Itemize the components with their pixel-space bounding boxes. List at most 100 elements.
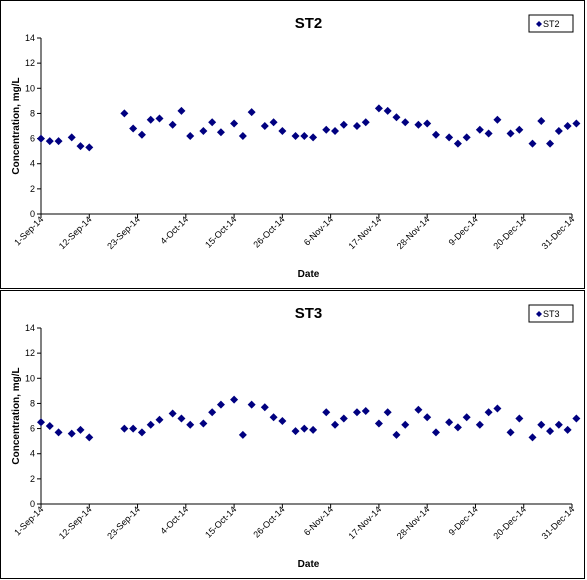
data-point: [515, 125, 524, 134]
data-point: [120, 424, 129, 433]
y-tick-label: 14: [25, 33, 35, 43]
y-tick-label: 8: [30, 398, 35, 408]
data-point: [462, 133, 471, 142]
x-tick-label: 31-Dec-14: [540, 214, 577, 251]
data-point: [146, 420, 155, 429]
legend-label: ST2: [543, 19, 560, 29]
data-point: [85, 143, 94, 152]
x-tick-label: 4-Oct-14: [158, 214, 190, 246]
data-point: [554, 420, 563, 429]
data-point: [352, 408, 361, 417]
data-point: [278, 417, 287, 426]
data-point: [208, 118, 217, 127]
data-point: [37, 418, 45, 427]
data-point: [45, 422, 54, 431]
data-point: [269, 413, 278, 422]
data-point: [177, 106, 186, 115]
y-tick-label: 10: [25, 373, 35, 383]
data-point: [484, 129, 493, 138]
data-point: [414, 120, 423, 129]
data-point: [120, 109, 129, 118]
chart-title: ST2: [295, 15, 323, 32]
x-tick-label: 9-Dec-14: [447, 504, 480, 537]
data-point: [528, 139, 537, 148]
data-point: [475, 420, 484, 429]
legend: ST2: [528, 14, 574, 33]
x-axis-title: Date: [298, 269, 320, 280]
data-point: [493, 404, 502, 413]
series-st3: [37, 395, 581, 442]
y-tick-label: 6: [30, 424, 35, 434]
chart-panel-st3: ST3 0 2 4 6 8 10 12 14 1-Sep-14 12-Sep-14 23-Sep-14…: [0, 290, 585, 579]
data-point: [445, 418, 454, 427]
data-point: [168, 120, 177, 129]
data-point: [462, 413, 471, 422]
data-point: [155, 114, 164, 123]
data-point: [67, 429, 76, 438]
data-point: [374, 419, 383, 428]
data-point: [260, 403, 269, 412]
data-point: [475, 125, 484, 134]
data-point: [76, 142, 85, 151]
data-point: [392, 430, 401, 439]
data-point: [54, 137, 63, 146]
y-tick-label: 4: [30, 449, 35, 459]
data-point: [339, 120, 348, 129]
x-tick-label: 20-Dec-14: [491, 214, 528, 251]
data-point: [129, 424, 138, 433]
y-tick-label: 0: [30, 499, 35, 509]
data-point: [401, 118, 410, 127]
data-point: [537, 116, 546, 125]
data-point: [423, 119, 432, 128]
data-point: [247, 108, 256, 117]
y-tick-label: 2: [30, 184, 35, 194]
data-point: [146, 115, 155, 124]
chart-st3: ST3 0 2 4 6 8 10 12 14 1-Sep-14 12-Sep-14 23-Sep-14…: [11, 304, 581, 570]
data-point: [54, 428, 63, 437]
y-tick-label: 12: [25, 348, 35, 358]
data-point: [76, 425, 85, 434]
data-point: [186, 420, 195, 429]
legend-label: ST3: [543, 309, 560, 319]
data-point: [300, 424, 309, 433]
data-point: [431, 130, 440, 139]
data-point: [392, 113, 401, 122]
data-point: [238, 430, 247, 439]
x-tick-label: 15-Oct-14: [203, 214, 238, 249]
data-point: [309, 133, 318, 142]
data-point: [322, 125, 331, 134]
data-point: [216, 400, 225, 409]
data-point: [85, 433, 94, 442]
data-point: [269, 118, 278, 127]
data-point: [247, 400, 256, 409]
data-point: [528, 433, 537, 442]
x-tick-label: 26-Oct-14: [251, 504, 286, 539]
data-point: [322, 408, 331, 417]
data-point: [199, 419, 208, 428]
chart-st2: ST2 0 2 4 6 8 10 12 14 1-Sep-14 12-Sep-14 23-Sep-14…: [11, 14, 581, 280]
data-point: [186, 132, 195, 141]
x-tick-label: 28-Nov-14: [395, 214, 432, 251]
x-tick-label: 17-Nov-14: [347, 504, 384, 541]
data-point: [331, 420, 340, 429]
chart-title: ST3: [295, 305, 323, 322]
data-point: [67, 133, 76, 142]
data-point: [230, 119, 239, 128]
data-point: [352, 122, 361, 130]
data-point: [445, 133, 454, 142]
x-tick-label: 26-Oct-14: [251, 214, 286, 249]
data-point: [515, 414, 524, 423]
y-tick-label: 2: [30, 474, 35, 484]
y-tick-label: 14: [25, 323, 35, 333]
y-tick-label: 4: [30, 159, 35, 169]
data-point: [383, 408, 392, 417]
y-axis-title: Concentration, mg/L: [11, 367, 22, 464]
y-tick-label: 6: [30, 134, 35, 144]
legend: ST3: [528, 304, 574, 323]
x-tick-label: 31-Dec-14: [540, 504, 577, 541]
legend-marker: [536, 311, 542, 317]
data-point: [339, 414, 348, 423]
data-point: [278, 127, 287, 136]
x-tick-label: 4-Oct-14: [158, 504, 190, 536]
x-tick-label: 20-Dec-14: [491, 504, 528, 541]
